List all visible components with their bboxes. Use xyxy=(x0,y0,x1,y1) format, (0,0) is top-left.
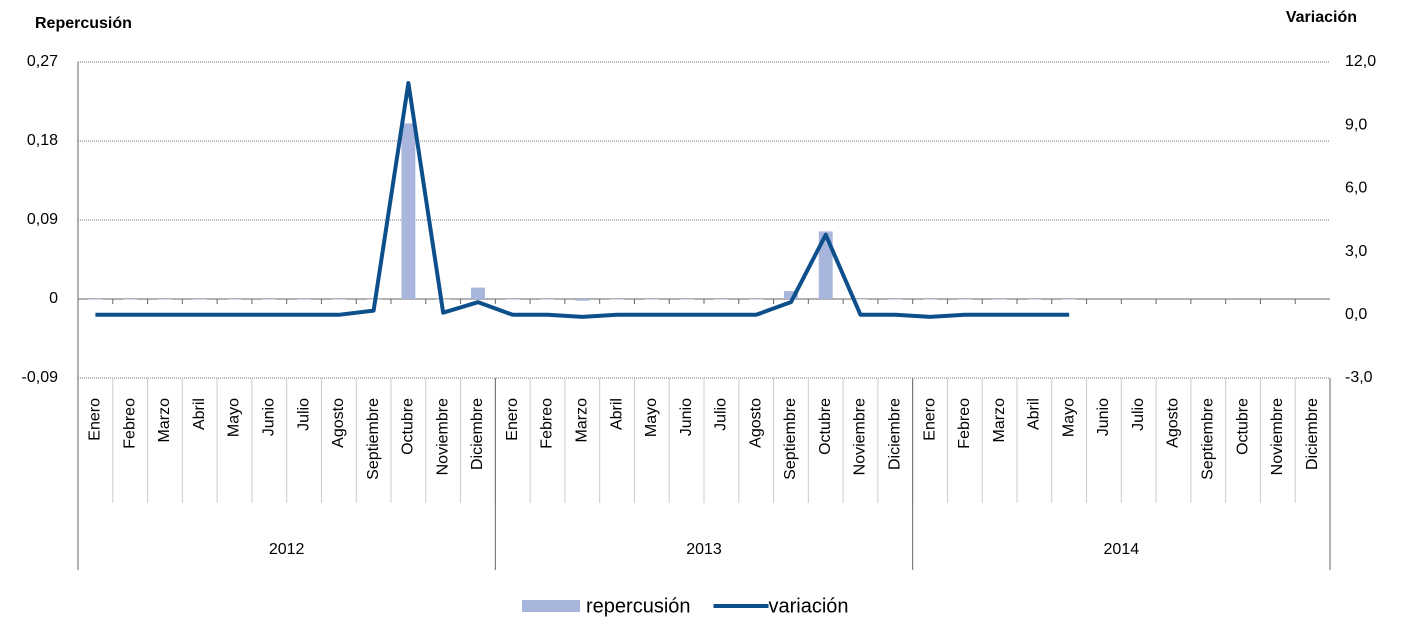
x-tick-label: Agosto xyxy=(747,398,764,448)
bar xyxy=(853,299,868,300)
bar xyxy=(297,299,312,300)
bar xyxy=(157,299,172,300)
y2-axis-title: Variación xyxy=(1286,9,1357,26)
x-tick-label: Enero xyxy=(87,398,104,441)
bar xyxy=(88,299,103,300)
x-tick-label: Febreo xyxy=(121,398,138,449)
x-tick-label: Junio xyxy=(1095,398,1112,436)
x-tick-label: Septiembre xyxy=(365,398,382,480)
bar xyxy=(957,299,972,300)
bar xyxy=(714,299,729,300)
bar xyxy=(401,123,416,299)
y-axis-title: Repercusión xyxy=(35,15,132,32)
line xyxy=(95,81,1070,319)
bar xyxy=(923,299,938,300)
bar xyxy=(749,299,764,300)
legend-label: variación xyxy=(769,595,849,617)
x-tick-label: Mayo xyxy=(226,398,243,437)
x-tick-label: Diciembre xyxy=(469,398,486,470)
y2-tick-label: 9,0 xyxy=(1345,116,1367,133)
bar xyxy=(1062,299,1077,300)
group-label: 2012 xyxy=(269,541,305,558)
x-tick-label: Noviembre xyxy=(1269,398,1286,475)
x-tick-label: Agosto xyxy=(1165,398,1182,448)
x-tick-label: Julio xyxy=(295,398,312,431)
bar xyxy=(470,287,485,299)
y2-tick-label: 0,0 xyxy=(1345,306,1367,323)
bar xyxy=(227,299,242,300)
x-tick-label: Noviembre xyxy=(852,398,869,475)
x-tick-label: Marzo xyxy=(156,398,173,443)
x-tick-label: Diciembre xyxy=(1304,398,1321,470)
x-tick-label: Noviembre xyxy=(434,398,451,475)
x-tick-label: Enero xyxy=(921,398,938,441)
bar xyxy=(331,299,346,300)
x-tick-label: Octubre xyxy=(400,398,417,455)
bar xyxy=(436,299,451,300)
bar xyxy=(540,299,555,300)
y2-tick-label: 6,0 xyxy=(1345,180,1367,197)
x-tick-label: Julio xyxy=(713,398,730,431)
y-tick-label: 0 xyxy=(49,290,58,307)
y2-tick-label: 12,0 xyxy=(1345,53,1376,70)
bar xyxy=(644,299,659,300)
x-tick-label: Abril xyxy=(608,398,625,430)
bar xyxy=(262,299,277,300)
bar xyxy=(123,299,138,300)
x-tick-label: Marzo xyxy=(573,398,590,443)
x-tick-label: Marzo xyxy=(991,398,1008,443)
x-tick-label: Septiembre xyxy=(1199,398,1216,480)
y-tick-label: 0,18 xyxy=(27,132,58,149)
x-tick-label: Julio xyxy=(1130,398,1147,431)
x-tick-label: Diciembre xyxy=(886,398,903,470)
bar xyxy=(888,299,903,300)
bar xyxy=(1027,299,1042,300)
x-tick-label: Mayo xyxy=(1060,398,1077,437)
y2-tick-label: 3,0 xyxy=(1345,243,1367,260)
x-tick-label: Junio xyxy=(260,398,277,436)
x-tick-label: Mayo xyxy=(643,398,660,437)
bar xyxy=(818,231,833,299)
group-label: 2013 xyxy=(686,541,722,558)
group-label: 2014 xyxy=(1104,541,1140,558)
y-tick-label: 0,27 xyxy=(27,53,58,70)
x-tick-label: Septiembre xyxy=(782,398,799,480)
bar xyxy=(992,299,1007,300)
bar xyxy=(610,299,625,300)
y-tick-label: -0,09 xyxy=(22,369,59,386)
bar xyxy=(575,299,590,301)
y-tick-label: 0,09 xyxy=(27,211,58,228)
x-tick-label: Abril xyxy=(191,398,208,430)
x-tick-label: Abril xyxy=(1026,398,1043,430)
x-tick-label: Octubre xyxy=(817,398,834,455)
y2-tick-label: -3,0 xyxy=(1345,369,1373,386)
legend-label: repercusión xyxy=(586,595,691,617)
x-tick-label: Agosto xyxy=(330,398,347,448)
x-tick-label: Febreo xyxy=(956,398,973,449)
x-tick-label: Octubre xyxy=(1234,398,1251,455)
x-tick-label: Junio xyxy=(678,398,695,436)
bar xyxy=(505,299,520,300)
bar xyxy=(679,299,694,300)
bar xyxy=(192,299,207,300)
bar xyxy=(783,291,798,299)
x-tick-label: Enero xyxy=(504,398,521,441)
x-tick-label: Febreo xyxy=(539,398,556,449)
legend-swatch xyxy=(522,600,580,612)
